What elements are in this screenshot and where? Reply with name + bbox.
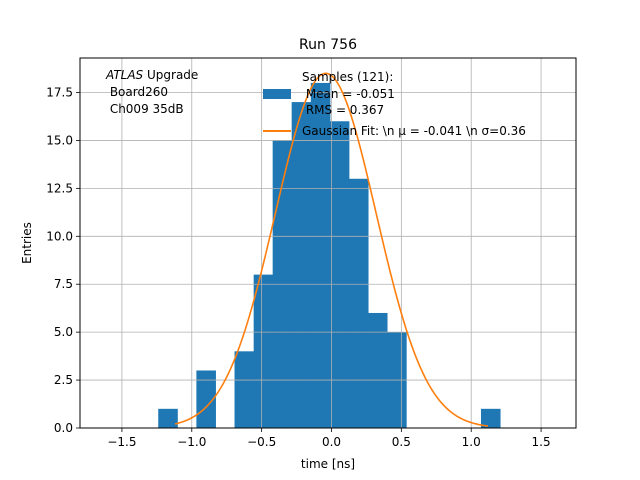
x-tick-label: 1.5 [532,435,551,449]
annotation-box: ATLAS Upgrade Board260 Ch009 35dB [105,68,198,116]
y-tick-label: 10.0 [46,229,73,243]
x-tick-label: 1.0 [462,435,481,449]
histogram-bar [234,351,255,428]
annotation-suffix: Upgrade [143,68,198,82]
histogram-bar [348,178,369,428]
plot-frame [79,57,577,429]
x-tick-label: −0.5 [247,435,276,449]
annotation-line-1: ATLAS Upgrade [105,68,198,82]
x-tick-label: 0.0 [322,435,341,449]
y-tick-label: 5.0 [54,325,73,339]
y-tick-label: 12.5 [46,181,73,195]
histogram-bar [367,312,388,428]
annotation-channel: Ch009 35dB [106,102,184,116]
x-tick-label: −1.0 [177,435,206,449]
y-tick-label: 2.5 [54,373,73,387]
histogram-bar [310,82,331,429]
legend-fit-label: Gaussian Fit: \n μ = -0.041 \n σ=0.36 [302,124,526,138]
histogram-bar [158,408,178,428]
y-axis-label: Entries [20,222,34,264]
gaussian-fit-curve [174,72,489,427]
chart-title: Run 756 [299,37,357,53]
legend-histogram-label-line2: Mean = -0.051 [302,87,395,101]
ticks-layer: −1.5 −1.0 −0.5 0.0 0.5 1.0 1.5 0.0 2.5 5.0 7.5 10.0… [46,86,550,449]
y-tick-label: 0.0 [54,421,73,435]
legend-histogram-swatch [263,89,291,99]
histogram-bar [480,408,501,428]
bars-layer [158,82,501,429]
legend-histogram-label-line1: Samples (121): [302,70,393,84]
legend: Samples (121): Mean = -0.051 RMS = 0.367… [263,70,526,138]
histogram-bar [329,121,350,428]
fit-layer [174,72,489,427]
x-axis-label: time [ns] [301,457,355,471]
annotation-board: Board260 [106,85,168,99]
annotation-experiment: ATLAS [105,68,144,82]
histogram-bar [253,274,274,428]
x-tick-label: 0.5 [392,435,411,449]
legend-histogram-label-line3: RMS = 0.367 [302,103,384,117]
y-tick-label: 15.0 [46,133,73,147]
y-tick-label: 7.5 [54,277,73,291]
y-tick-label: 17.5 [46,86,73,100]
x-tick-label: −1.5 [107,435,136,449]
histogram-bar [196,370,216,428]
histogram-bar [291,102,312,428]
